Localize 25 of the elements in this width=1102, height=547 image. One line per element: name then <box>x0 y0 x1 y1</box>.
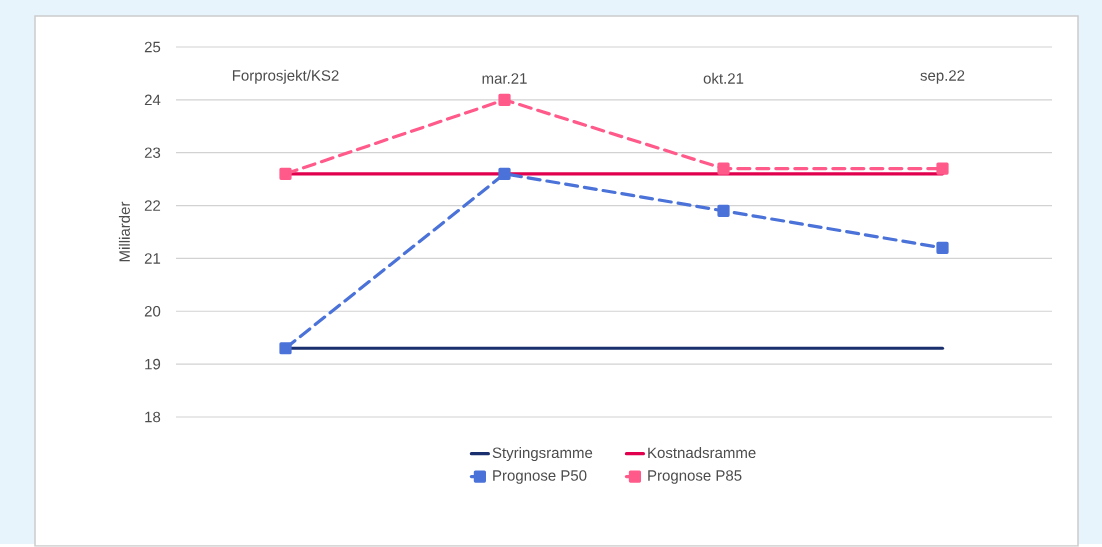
point <box>717 204 730 218</box>
x-tick-label: Forprosjekt/KS2 <box>232 69 339 84</box>
legend-label: Prognose P50 <box>493 470 587 484</box>
point <box>936 241 949 255</box>
y-axis-title: Milliarder <box>118 201 130 262</box>
y-tick-label: 19 <box>145 358 161 370</box>
point <box>717 162 730 175</box>
y-tick-label: 21 <box>144 253 161 264</box>
legend-label: Styringsramme <box>492 447 593 462</box>
y-tick-label: 22 <box>144 200 161 211</box>
y-tick-label: 18 <box>145 411 161 423</box>
y-tick-label: 23 <box>144 147 161 159</box>
legend-label: Prognose P85 <box>648 470 742 484</box>
x-tick-label: mar.21 <box>482 73 527 84</box>
point <box>279 167 292 181</box>
point <box>498 93 511 107</box>
x-tick-label: okt.21 <box>703 72 744 84</box>
point <box>498 167 511 181</box>
point <box>936 162 949 175</box>
point <box>279 342 292 355</box>
legend-label: Kostnadsramme <box>648 447 756 459</box>
y-tick-label: 20 <box>144 306 161 317</box>
x-tick-label: sep.22 <box>920 70 965 84</box>
y-tick-label: 24 <box>144 94 161 106</box>
y-tick-label: 25 <box>144 41 161 53</box>
